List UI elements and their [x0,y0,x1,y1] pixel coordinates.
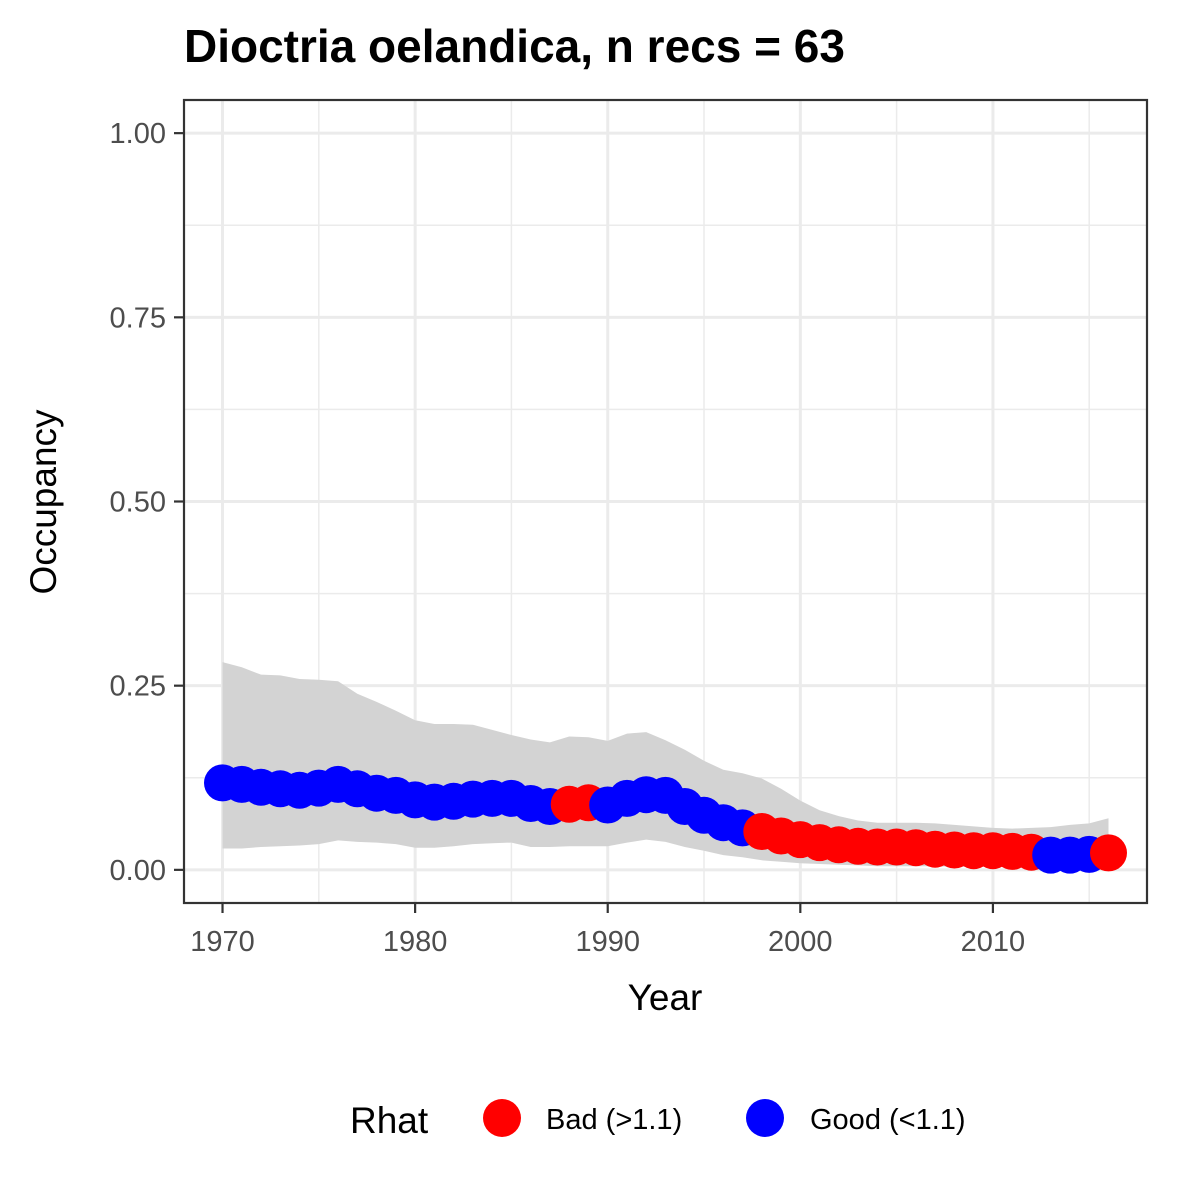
x-tick-label: 2000 [768,926,833,958]
x-axis: 1970 1980 1990 2000 2010 [190,903,1025,958]
y-tick-label: 1.00 [110,118,166,150]
y-tick-label: 0.50 [110,487,166,519]
legend: Rhat Bad (>1.1) Good (<1.1) [350,1099,966,1141]
point-2016-bad [1090,834,1127,872]
y-axis: 0.00 0.25 0.50 0.75 1.00 [110,118,184,887]
y-tick-label: 0.75 [110,302,166,334]
y-tick-label: 0.00 [110,855,166,887]
chart-title: Dioctria oelandica, n recs = 63 [184,20,845,72]
y-axis-label: Occupancy [23,409,64,595]
x-tick-label: 2010 [961,926,1026,958]
x-tick-label: 1990 [575,926,640,958]
legend-title: Rhat [350,1100,429,1141]
legend-key-good [746,1099,784,1137]
x-axis-label: Year [628,977,703,1018]
occupancy-points [204,764,1127,874]
x-tick-label: 1980 [383,926,448,958]
x-tick-label: 1970 [190,926,255,958]
legend-key-bad [483,1099,521,1137]
legend-label-good: Good (<1.1) [810,1104,966,1136]
legend-label-bad: Bad (>1.1) [546,1104,682,1136]
y-tick-label: 0.25 [110,671,166,703]
